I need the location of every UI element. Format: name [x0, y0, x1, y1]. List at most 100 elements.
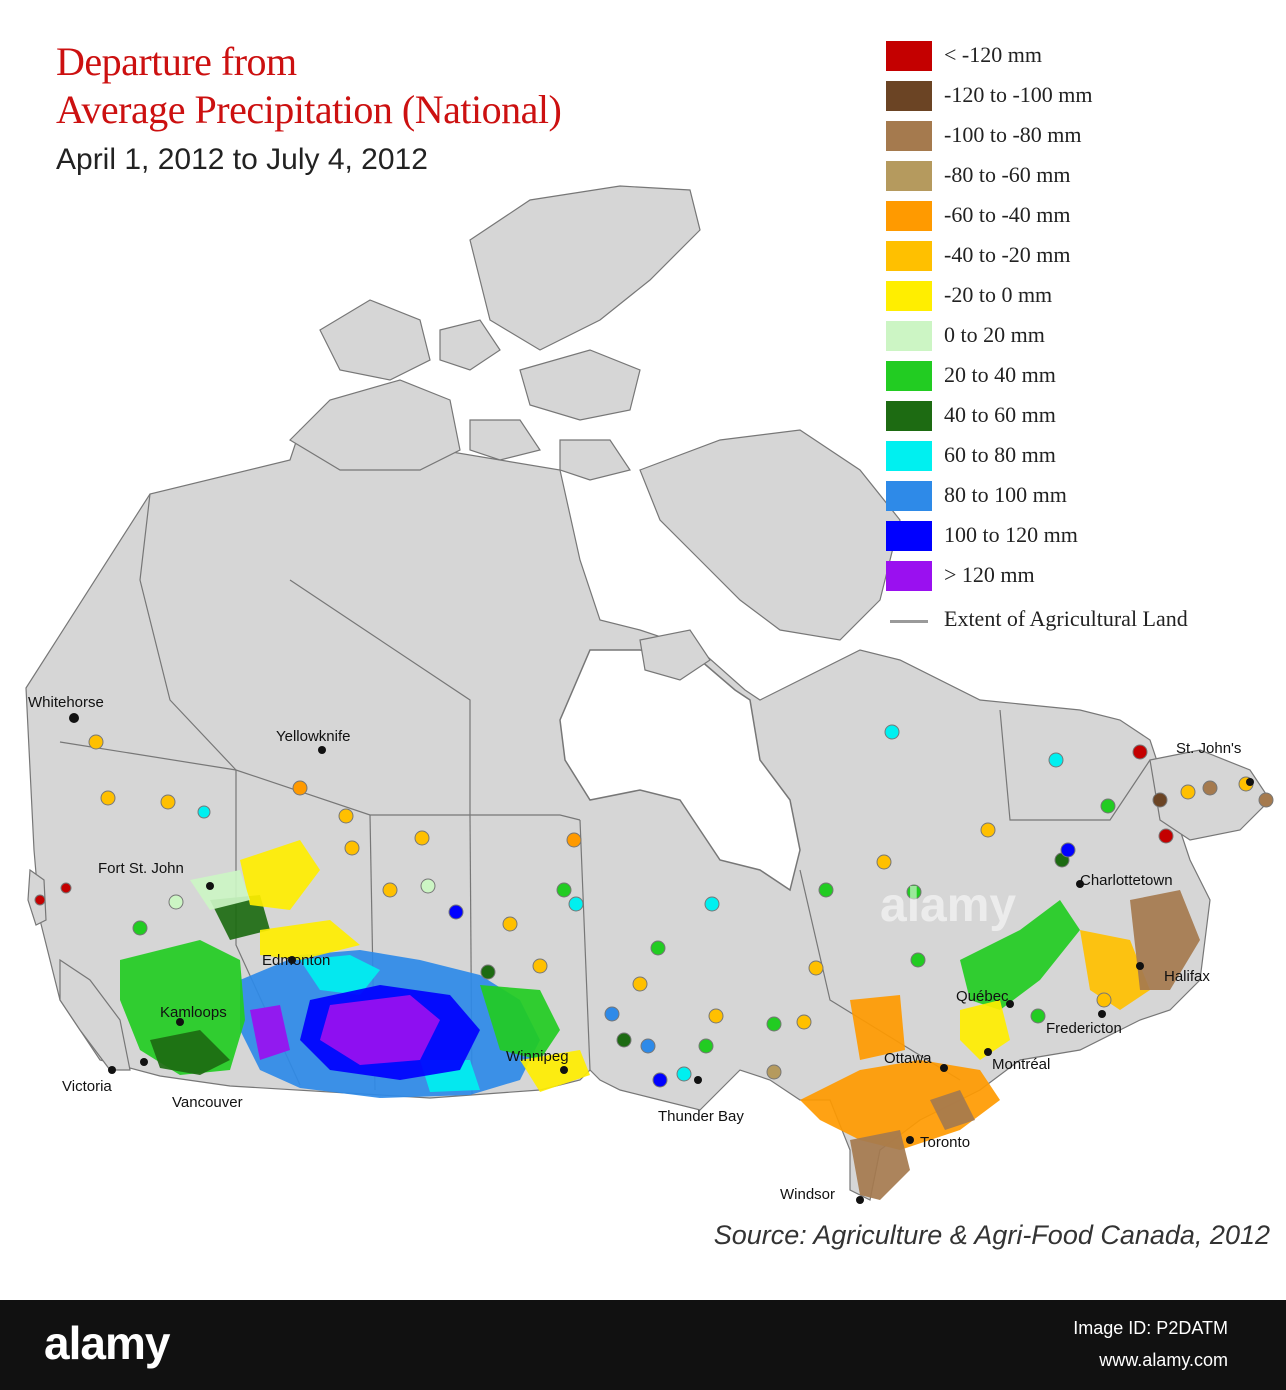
manitoba-green-area: [480, 985, 560, 1060]
station-dot: [876, 854, 892, 870]
station-dot: [100, 790, 116, 806]
city-marker: [984, 1048, 992, 1056]
station-dot: [197, 805, 211, 819]
station-dot: [88, 734, 104, 750]
legend-label: -80 to -60 mm: [944, 162, 1071, 187]
legend-label: -120 to -100 mm: [944, 82, 1093, 107]
station-dot: [1030, 1008, 1046, 1024]
station-dot: [808, 960, 824, 976]
city-marker: [1098, 1010, 1106, 1018]
station-dot: [884, 724, 900, 740]
station-dot: [708, 1008, 724, 1024]
legend-label: 60 to 80 mm: [944, 442, 1056, 467]
station-dot: [532, 958, 548, 974]
ellesmere-island: [469, 185, 701, 351]
city-label-ottawa: Ottawa: [884, 1050, 932, 1067]
station-dot: [1060, 842, 1076, 858]
station-dot: [1096, 992, 1112, 1008]
prairie-cyan-area: [300, 955, 480, 1092]
station-dot: [980, 822, 996, 838]
island-small-2: [469, 419, 541, 461]
station-dot: [344, 840, 360, 856]
station-dot: [1100, 798, 1116, 814]
bc-darkgreen-areas: [150, 895, 270, 1075]
city-label-edmonton: Edmonton: [262, 952, 331, 969]
station-dot: [1180, 784, 1196, 800]
station-dot: [338, 808, 354, 824]
station-dot: [766, 1016, 782, 1032]
city-label-whitehorse: Whitehorse: [28, 694, 104, 711]
city-marker: [288, 956, 296, 964]
station-dots: [34, 724, 1274, 1088]
vancouver-island: [59, 958, 131, 1071]
legend-label: -40 to -20 mm: [944, 242, 1071, 267]
station-dot: [480, 964, 496, 980]
stock-logo: alamy: [44, 1317, 170, 1369]
extent-line-swatch: [890, 620, 928, 623]
station-dot: [910, 952, 926, 968]
legend-swatch: [886, 81, 932, 111]
legend-swatch: [886, 521, 932, 551]
legend-swatch: [886, 361, 932, 391]
quebec-yellow-area: [960, 1000, 1010, 1060]
city-marker: [940, 1064, 948, 1072]
city-label-winnipeg: Winnipeg: [506, 1048, 569, 1065]
legend-item: 20 to 40 mm: [886, 360, 1286, 392]
city-marker: [108, 1066, 116, 1074]
station-dot: [568, 896, 584, 912]
alberta-lightgreen-area: [190, 870, 250, 910]
station-dot: [382, 882, 398, 898]
legend-label: 40 to 60 mm: [944, 402, 1056, 427]
legend-label: -60 to -40 mm: [944, 202, 1071, 227]
station-dot: [906, 884, 922, 900]
island-small-1: [439, 319, 501, 371]
legend-swatch: [886, 481, 932, 511]
city-marker: [1246, 778, 1254, 786]
station-dot: [502, 916, 518, 932]
city-label-victoria: Victoria: [62, 1078, 112, 1095]
stock-footer-bar: alamy Image ID: P2DATM www.alamy.com: [0, 1300, 1286, 1390]
watermark-text: alamy: [880, 879, 1017, 932]
station-dot: [640, 1038, 656, 1054]
city-marker: [318, 746, 326, 754]
map-area: Whitehorse Yellowknife Fort St. John Edm…: [25, 39, 1286, 1250]
legend-item: 0 to 20 mm: [886, 320, 1286, 352]
city-marker: [560, 1066, 568, 1074]
city-label-yellowknife: Yellowknife: [276, 728, 351, 745]
devon-island: [519, 349, 641, 421]
city-label-charlottetown: Charlottetown: [1080, 872, 1173, 889]
hudson-bay: [559, 649, 801, 892]
city-label-halifax: Halifax: [1164, 968, 1210, 985]
station-dot: [1158, 828, 1174, 844]
legend-item: -80 to -60 mm: [886, 160, 1286, 192]
station-dot: [1152, 792, 1168, 808]
station-dot: [650, 940, 666, 956]
legend-label: 20 to 40 mm: [944, 362, 1056, 387]
legend-label-extent: Extent of Agricultural Land: [944, 606, 1188, 631]
city-marker: [69, 713, 79, 723]
border-quebec-labrador: [999, 709, 1151, 821]
legend-label: -20 to 0 mm: [944, 282, 1053, 307]
baffin-island: [639, 429, 901, 641]
border-ontario-quebec: [799, 869, 961, 1081]
legend-label: 0 to 20 mm: [944, 322, 1045, 347]
station-dot: [132, 920, 148, 936]
station-dot: [420, 878, 436, 894]
legend-item: -20 to 0 mm: [886, 280, 1286, 312]
city-markers: [69, 713, 1254, 1204]
station-dot: [616, 1032, 632, 1048]
station-dot: [556, 882, 572, 898]
border-yukon-nwt: [139, 493, 237, 771]
city-marker: [856, 1196, 864, 1204]
station-dot: [1202, 780, 1218, 796]
city-label-fort-st-john: Fort St. John: [98, 860, 184, 877]
legend-label: 80 to 100 mm: [944, 482, 1067, 507]
ontario-brown-area: [850, 1090, 975, 1200]
legend-item: 60 to 80 mm: [886, 440, 1286, 472]
station-dot: [1132, 744, 1148, 760]
station-dot: [1258, 792, 1274, 808]
legend-swatch: [886, 241, 932, 271]
city-marker: [1006, 1000, 1014, 1008]
station-dot: [448, 904, 464, 920]
station-dot: [34, 894, 46, 906]
